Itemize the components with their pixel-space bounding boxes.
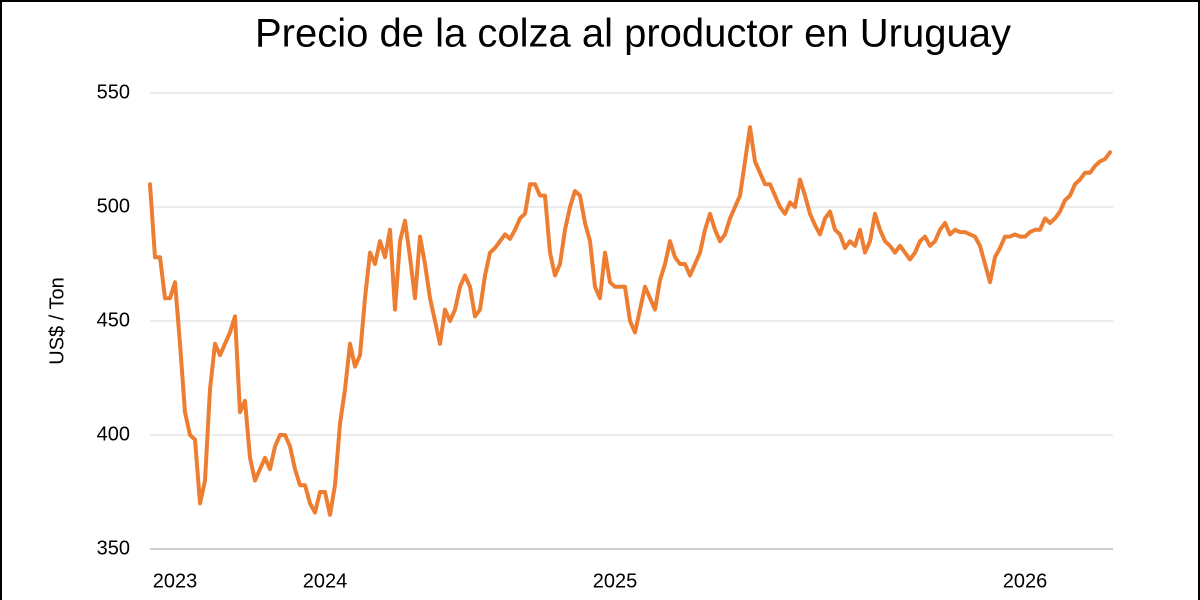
price-line — [148, 125, 1112, 517]
x-tick-label: 2023 — [153, 570, 198, 592]
x-tick-label: 2024 — [303, 570, 348, 592]
y-tick-label: 500 — [97, 195, 130, 217]
y-tick-label: 400 — [97, 423, 130, 445]
y-axis-label: US$ / Ton — [46, 277, 68, 364]
y-tick-label: 550 — [97, 81, 130, 103]
x-tick-label: 2026 — [1003, 570, 1048, 592]
y-tick-label: 350 — [97, 537, 130, 559]
x-tick-label: 2025 — [593, 570, 638, 592]
y-tick-label: 450 — [97, 309, 130, 331]
chart-title: Precio de la colza al productor en Urugu… — [255, 12, 1011, 56]
